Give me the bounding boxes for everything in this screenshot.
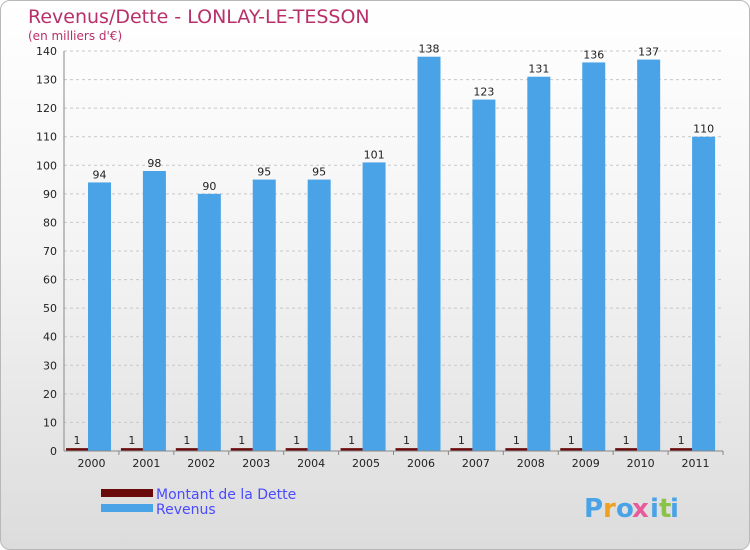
x-tick-label: 2008 [517,457,545,470]
bar-debt-label: 1 [348,434,355,447]
x-tick-label: 2000 [77,457,105,470]
bar-revenus [252,179,276,452]
legend-swatch [101,489,153,497]
y-tick-label: 10 [43,416,57,429]
bar-revenus-label: 90 [202,180,216,193]
bar-debt-label: 1 [128,434,135,447]
bar-debt-label: 1 [458,434,465,447]
bar-revenus-label: 95 [312,166,326,179]
y-axis: 0 10 20 30 40 50 60 70 80 90 100 110 120 130 140 [36,45,65,458]
bar-revenus [142,171,166,451]
logo-letter: i [650,494,659,524]
y-tick-label: 120 [36,102,57,115]
bar-debt [615,448,638,451]
bar-debt [120,448,143,451]
bar-revenus-label: 138 [419,43,440,56]
bar-revenus-label: 94 [93,168,107,181]
y-tick-label: 40 [43,331,57,344]
bar-revenus [88,182,111,451]
x-tick-label: 2004 [297,457,325,470]
x-tick-label: 2011 [682,457,710,470]
bar-debt [670,448,693,451]
x-tick-label: 2005 [352,457,380,470]
bar-revenus [197,193,221,451]
x-tick-label: 2001 [132,457,160,470]
bar-revenus-label: 123 [473,86,494,99]
y-tick-label: 90 [43,188,57,201]
bar-revenus [692,136,716,451]
y-tick-label: 140 [36,45,57,58]
bar-debt [285,448,308,451]
bar-debt-label: 1 [293,434,300,447]
bar-revenus [472,99,496,452]
bar-debt [175,448,198,451]
bar-debt-label: 1 [513,434,520,447]
bar-revenus-label: 98 [147,157,161,170]
bar-debt [395,448,418,451]
logo-letter: i [670,494,679,524]
y-tick-label: 80 [43,216,57,229]
bar-revenus-label: 136 [583,48,604,61]
bar-debt [340,448,363,451]
x-tick-label: 2003 [242,457,270,470]
y-tick-label: 50 [43,302,57,315]
bar-debt [560,448,583,451]
logo-letter: t [659,494,671,524]
y-tick-label: 20 [43,388,57,401]
bar-debt-label: 1 [183,434,190,447]
chart-subtitle: (en milliers d'€) [28,29,122,43]
bar-revenus-label: 110 [693,123,714,136]
bar-revenus-label: 101 [364,148,385,161]
y-tick-label: 0 [50,445,57,458]
y-tick-label: 100 [36,159,57,172]
bar-debt [450,448,473,451]
bar-debt-label: 1 [623,434,630,447]
x-tick-label: 2006 [407,457,435,470]
bar-revenus [417,56,441,451]
bar-revenus [582,62,606,452]
bar-debt [505,448,528,451]
legend-label: Revenus [156,502,216,518]
logo-letter: o [616,494,634,524]
gridlines [64,50,723,452]
bar-revenus-label: 131 [528,63,549,76]
bar-debt-label: 1 [403,434,410,447]
y-tick-label: 130 [36,74,57,87]
chart-title: Revenus/Dette - LONLAY-LE-TESSON [28,6,370,28]
y-tick-label: 110 [36,131,57,144]
bar-debt [230,448,253,451]
bars: 1941981901951951101113811231131113611371… [66,43,716,452]
logo-letter: P [584,494,603,524]
bar-debt-label: 1 [74,434,81,447]
bar-debt-label: 1 [568,434,575,447]
x-tick-label: 2010 [627,457,655,470]
x-tick-label: 2007 [462,457,490,470]
y-tick-label: 60 [43,274,57,287]
bar-revenus-label: 95 [257,166,271,179]
bar-revenus [637,59,661,451]
legend-swatch [101,504,153,512]
y-tick-label: 30 [43,359,57,372]
legend-label: Montant de la Dette [156,487,296,503]
bar-revenus [362,162,386,451]
bar-debt-label: 1 [238,434,245,447]
bar-revenus-label: 137 [638,46,659,59]
bar-debt-label: 1 [678,434,685,447]
bar-revenus [307,179,331,452]
logo-letter: r [603,494,616,524]
x-tick-label: 2009 [572,457,600,470]
bar-revenus [527,76,551,451]
y-tick-label: 70 [43,245,57,258]
logo-letter: x [632,494,649,524]
x-tick-label: 2002 [187,457,215,470]
bar-debt [66,448,88,451]
x-axis: 2000 2001 2002 2003 2004 2005 2006 2007 2008 2009… [64,450,724,470]
